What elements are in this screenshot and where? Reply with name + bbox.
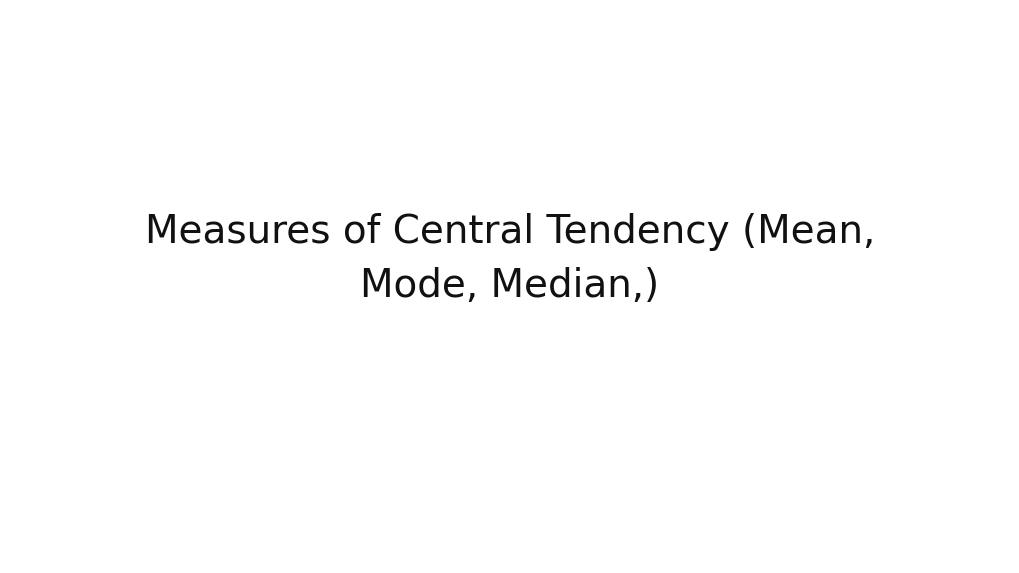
- Text: Mode, Median,): Mode, Median,): [360, 268, 659, 305]
- Text: Measures of Central Tendency (Mean,: Measures of Central Tendency (Mean,: [145, 213, 874, 251]
